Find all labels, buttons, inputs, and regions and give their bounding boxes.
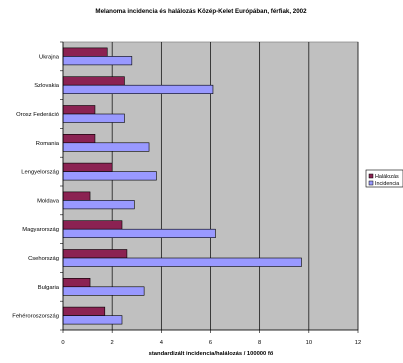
- x-tick-label-5: 10: [306, 340, 312, 346]
- bar-incidencia-3: [62, 142, 150, 152]
- x-tick-label-6: 12: [355, 340, 361, 346]
- legend-label-0: Halálozás: [375, 174, 399, 180]
- x-tick-label-0: 0: [61, 340, 64, 346]
- legend-label-1: Incidencia: [375, 181, 399, 187]
- bar-halalozas-0: [62, 47, 108, 57]
- legend-swatch-1: [368, 180, 374, 186]
- x-tick-label-4: 8: [258, 340, 261, 346]
- x-axis-label: standardizált incidencia/halálozás / 100…: [149, 351, 274, 357]
- category-label-6: Magyarország: [22, 227, 59, 233]
- legend-box: [365, 169, 403, 188]
- bar-halalozas-3: [62, 134, 96, 144]
- bar-incidencia-0: [62, 56, 133, 66]
- category-label-8: Bulgaria: [38, 285, 60, 291]
- x-tick-label-2: 4: [160, 340, 164, 346]
- category-label-5: Moldava: [37, 198, 60, 204]
- bar-halalozas-7: [62, 249, 128, 259]
- axes: [60, 41, 359, 333]
- category-labels: Ukrajna Szlovakia Orosz Federáció Romania Le…: [12, 54, 59, 319]
- bar-incidencia-1: [62, 84, 214, 94]
- category-label-4: Lengyelország: [21, 170, 59, 176]
- chart-title: Melanoma incidencia és halálozás Közép-K…: [95, 8, 307, 15]
- bar-incidencia-7: [62, 257, 302, 267]
- x-tick-label-3: 6: [209, 340, 212, 346]
- category-label-2: Orosz Federáció: [16, 112, 59, 118]
- bar-incidencia-5: [62, 200, 135, 210]
- legend-swatch-0: [368, 173, 374, 179]
- bar-halalozas-4: [62, 162, 113, 172]
- bar-incidencia-2: [62, 113, 125, 123]
- category-label-3: Romania: [36, 141, 60, 147]
- category-label-9: Fehéroroszország: [12, 314, 59, 320]
- bar-halalozas-9: [62, 306, 106, 316]
- category-label-1: Szlovakia: [34, 83, 60, 89]
- category-label-7: Csehország: [28, 256, 59, 262]
- bar-incidencia-8: [62, 286, 145, 296]
- bar-halalozas-6: [62, 220, 123, 230]
- bar-incidencia-6: [62, 228, 216, 238]
- bar-incidencia-4: [62, 171, 157, 181]
- category-label-0: Ukrajna: [39, 54, 60, 60]
- bar-halalozas-1: [62, 76, 125, 86]
- bar-halalozas-2: [62, 105, 96, 115]
- x-tick-labels: 0 2 4 6 8 10 12: [61, 340, 361, 346]
- bar-incidencia-9: [62, 315, 123, 325]
- bar-halalozas-8: [62, 277, 91, 288]
- x-tick-label-1: 2: [111, 340, 114, 346]
- bar-halalozas-5: [62, 191, 91, 201]
